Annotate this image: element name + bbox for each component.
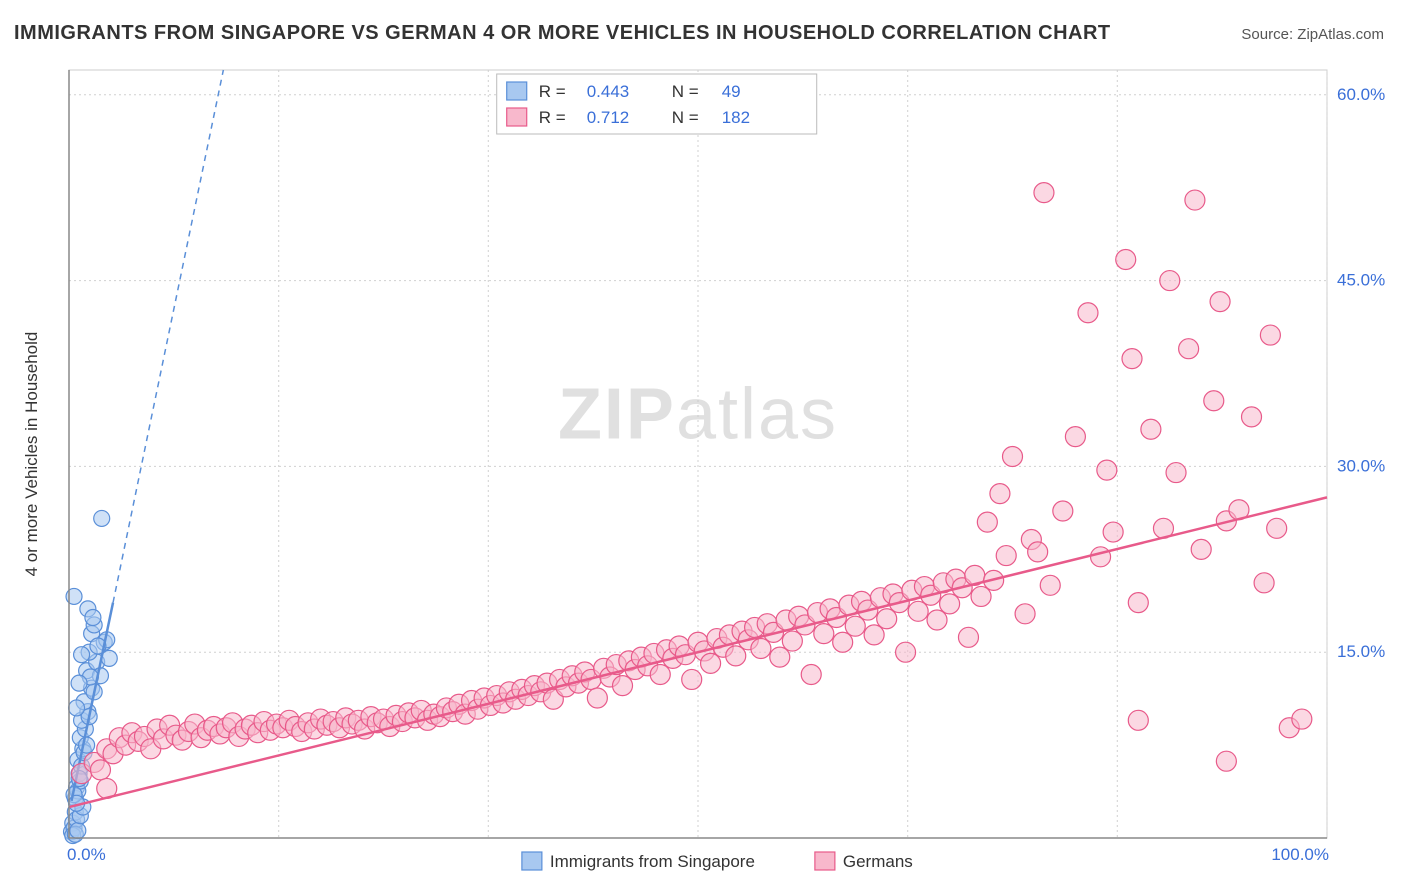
data-point (1128, 593, 1148, 613)
data-point (71, 675, 87, 691)
bottom-legend-label: Germans (843, 852, 913, 871)
x-tick-label: 0.0% (67, 845, 106, 864)
trend-line-dashed (113, 70, 223, 603)
data-point (814, 624, 834, 644)
data-point (833, 632, 853, 652)
chart-container: 15.0% 30.0% 45.0% 60.0% ZIPatlas 0.0% 100.0% 4 … (14, 60, 1392, 878)
data-point (927, 610, 947, 630)
data-point (1103, 522, 1123, 542)
data-point (971, 586, 991, 606)
data-point (74, 647, 90, 663)
source-prefix: Source: (1241, 26, 1297, 43)
data-point (1242, 407, 1262, 427)
data-point (1160, 271, 1180, 291)
source-attribution: Source: ZipAtlas.com (1241, 26, 1384, 43)
data-point (896, 642, 916, 662)
data-point (1065, 427, 1085, 447)
data-point (1003, 446, 1023, 466)
bottom-legend-label: Immigrants from Singapore (550, 852, 755, 871)
data-point (801, 664, 821, 684)
data-point (90, 760, 110, 780)
legend-r-label: R = (539, 108, 566, 127)
data-point (1116, 250, 1136, 270)
legend-n-value: 49 (722, 82, 741, 101)
data-point (1204, 391, 1224, 411)
data-point (1078, 303, 1098, 323)
y-tick-label: 30.0% (1337, 456, 1385, 475)
y-tick-label: 15.0% (1337, 642, 1385, 661)
data-point (1185, 190, 1205, 210)
legend-n-label: N = (672, 82, 699, 101)
data-point (996, 546, 1016, 566)
data-point (682, 669, 702, 689)
data-point (1210, 292, 1230, 312)
data-point (1141, 419, 1161, 439)
data-point (1267, 518, 1287, 538)
scatter-chart: 15.0% 30.0% 45.0% 60.0% ZIPatlas 0.0% 100.0% 4 … (14, 60, 1392, 878)
data-point (845, 616, 865, 636)
data-point (908, 601, 928, 621)
data-point (1179, 339, 1199, 359)
data-point (613, 676, 633, 696)
data-point (1122, 349, 1142, 369)
data-point (69, 700, 85, 716)
data-point (940, 594, 960, 614)
bottom-legend-swatch (522, 852, 542, 870)
data-point (877, 609, 897, 629)
data-point (1097, 460, 1117, 480)
chart-title: IMMIGRANTS FROM SINGAPORE VS GERMAN 4 OR… (14, 22, 1111, 45)
data-point (650, 664, 670, 684)
data-point (1091, 547, 1111, 567)
data-point (1166, 463, 1186, 483)
data-point (1053, 501, 1073, 521)
data-point (782, 631, 802, 651)
data-point (587, 688, 607, 708)
legend-swatch (507, 82, 527, 100)
data-point (1034, 183, 1054, 203)
data-point (1015, 604, 1035, 624)
data-point (94, 510, 110, 526)
data-point (864, 625, 884, 645)
data-point (70, 823, 86, 839)
data-point (1254, 573, 1274, 593)
data-point (1040, 575, 1060, 595)
source-link[interactable]: ZipAtlas.com (1297, 26, 1384, 43)
y-tick-label: 45.0% (1337, 271, 1385, 290)
data-point (1028, 542, 1048, 562)
legend-n-value: 182 (722, 108, 750, 127)
legend-r-value: 0.712 (587, 108, 630, 127)
data-point (990, 484, 1010, 504)
data-point (1292, 709, 1312, 729)
data-point (958, 627, 978, 647)
data-point (751, 638, 771, 658)
legend-r-value: 0.443 (587, 82, 630, 101)
data-point (701, 653, 721, 673)
watermark: ZIPatlas (558, 375, 838, 455)
legend-n-label: N = (672, 108, 699, 127)
data-point (726, 646, 746, 666)
data-point (1128, 710, 1148, 730)
data-point (1191, 539, 1211, 559)
bottom-legend-swatch (815, 852, 835, 870)
data-point (1216, 751, 1236, 771)
x-tick-label: 100.0% (1271, 845, 1329, 864)
data-point (1260, 325, 1280, 345)
y-tick-label: 60.0% (1337, 85, 1385, 104)
legend-r-label: R = (539, 82, 566, 101)
data-point (977, 512, 997, 532)
data-point (85, 610, 101, 626)
data-point (770, 647, 790, 667)
legend-swatch (507, 108, 527, 126)
y-axis-title: 4 or more Vehicles in Household (22, 332, 41, 577)
